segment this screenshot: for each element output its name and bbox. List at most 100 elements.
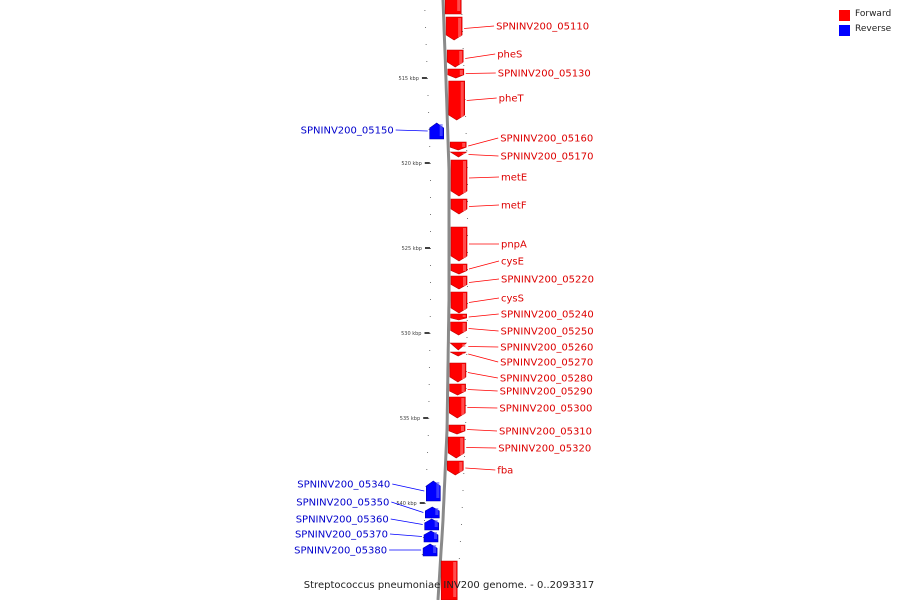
minor-tick-dot: [430, 231, 431, 232]
minor-tick-dot: [463, 473, 465, 474]
label-cyss: cysS: [468, 294, 524, 305]
label-spninv200-05360: SPNINV200_05360: [296, 515, 423, 526]
label-leader-line: [395, 129, 428, 132]
label-leader-line: [466, 429, 498, 432]
gene-label: pheS: [497, 50, 522, 61]
gene-spninv200-05220[interactable]: [450, 275, 468, 290]
gene-spninv200-05280[interactable]: [449, 362, 467, 383]
gene-phes[interactable]: [446, 49, 464, 68]
minor-tick-dot: [465, 405, 467, 406]
label-leader-line: [465, 53, 496, 59]
minor-tick-dot: [464, 439, 466, 440]
legend-label-reverse: Reverse: [855, 24, 892, 34]
label-spninv200-05320: SPNINV200_05320: [466, 444, 591, 455]
label-spninv200-05300: SPNINV200_05300: [467, 404, 592, 415]
label-leader-line: [468, 154, 499, 157]
gene-spninv200-05170[interactable]: [449, 151, 468, 158]
minor-tick-dot: [430, 197, 431, 198]
gene-mete[interactable]: [450, 159, 468, 197]
gene-spninv200-05350[interactable]: [424, 506, 440, 519]
minor-tick-dot: [458, 558, 460, 559]
minor-tick-dot: [459, 541, 461, 542]
gene-highlight: [461, 398, 465, 415]
gene-pnpa[interactable]: [450, 226, 468, 262]
minor-tick-dot: [467, 201, 468, 202]
label-leader-line: [468, 176, 500, 179]
label-phet: pheT: [466, 94, 525, 105]
minor-tick-dot: [430, 180, 431, 181]
label-spninv200-05350: SPNINV200_05350: [296, 498, 424, 513]
minor-tick-dot: [462, 31, 464, 32]
tick-525: 525 kbp: [402, 246, 430, 252]
gene-highlight: [461, 426, 464, 431]
gene-highlight: [462, 143, 466, 147]
minor-tick-dot: [430, 265, 431, 266]
minor-tick-dot: [427, 435, 429, 436]
minor-tick-dot: [462, 48, 464, 49]
label-leader-line: [467, 389, 498, 392]
label-leader-line: [390, 518, 423, 525]
gene-arrow[interactable]: [449, 151, 468, 158]
minor-tick-dot: [428, 112, 430, 113]
gene-spninv200-05340[interactable]: [425, 480, 441, 502]
label-spninv200-05150: SPNINV200_05150: [301, 126, 428, 137]
legend-item-forward: Forward: [839, 9, 899, 24]
gene-spninv200-05310[interactable]: [448, 424, 466, 435]
gene-phet[interactable]: [448, 80, 466, 121]
gene-spninv200-05290[interactable]: [449, 383, 466, 396]
tick-label: 525 kbp: [402, 246, 422, 252]
gene-spninv200-05300[interactable]: [448, 396, 466, 419]
minor-tick-dot: [425, 27, 427, 28]
tick-520: 520 kbp: [401, 161, 430, 167]
gene-label: SPNINV200_05340: [297, 480, 390, 491]
minor-tick-dot: [461, 14, 463, 15]
gene-spninv200-05130[interactable]: [447, 68, 465, 79]
gene-spninv200-05150[interactable]: [429, 122, 445, 140]
gene-spninv200-05380[interactable]: [422, 543, 438, 557]
gene-spninv200-05160[interactable]: [449, 141, 467, 151]
gene-highlight: [463, 161, 466, 193]
gene-label: SPNINV200_05360: [296, 515, 389, 526]
gene-spninv200-05110[interactable]: [445, 16, 463, 41]
gene-highlight: [439, 124, 443, 136]
tick-535: 535 kbp: [400, 416, 429, 422]
gene-label: SPNINV200_05350: [296, 498, 389, 509]
gene-spninv200-05240[interactable]: [450, 313, 468, 321]
gene-spninv200-05320[interactable]: [447, 436, 465, 459]
minor-tick-dot: [430, 248, 431, 249]
label-spninv200-05310: SPNINV200_05310: [466, 427, 592, 438]
gene-highlight: [462, 353, 466, 354]
label-leader-line: [468, 204, 500, 207]
gene-metf[interactable]: [450, 198, 468, 215]
minor-tick-dot: [467, 235, 468, 236]
gene-highlight: [458, 18, 462, 37]
label-fba: fba: [465, 466, 513, 477]
label-leader-line: [468, 297, 500, 303]
gene-spninv200-05370[interactable]: [423, 530, 439, 543]
legend-label-forward: Forward: [855, 9, 892, 19]
gene-label: metE: [501, 173, 527, 184]
gene-labels: SPNINV200_05110 pheS SPNINV200_05130 pheT SP…: [294, 22, 594, 557]
gene-gene-0[interactable]: [444, 0, 462, 15]
minor-tick-dot: [427, 95, 429, 96]
gene-spninv200-05270[interactable]: [450, 351, 467, 357]
label-leader-line: [465, 72, 496, 74]
gene-cyse[interactable]: [450, 263, 468, 275]
gene-label: SPNINV200_05260: [500, 343, 593, 354]
gene-spninv200-05250[interactable]: [450, 321, 467, 336]
minor-tick-dot: [467, 303, 468, 304]
label-leader-line: [468, 278, 500, 283]
gene-label: SPNINV200_05250: [501, 327, 594, 338]
gene-fba[interactable]: [446, 460, 464, 476]
minor-tick-dot: [461, 507, 463, 508]
gene-cyss[interactable]: [450, 291, 468, 314]
gene-highlight: [462, 153, 466, 154]
minor-tick-dot: [426, 61, 428, 62]
minor-tick-dot: [466, 150, 468, 151]
gene-label: SPNINV200_05310: [499, 427, 592, 438]
gene-spninv200-05260[interactable]: [449, 342, 468, 351]
gene-highlight: [436, 482, 440, 498]
minor-tick-dot: [466, 354, 468, 355]
gene-spninv200-05360[interactable]: [424, 518, 440, 531]
minor-tick-dot: [429, 146, 431, 147]
